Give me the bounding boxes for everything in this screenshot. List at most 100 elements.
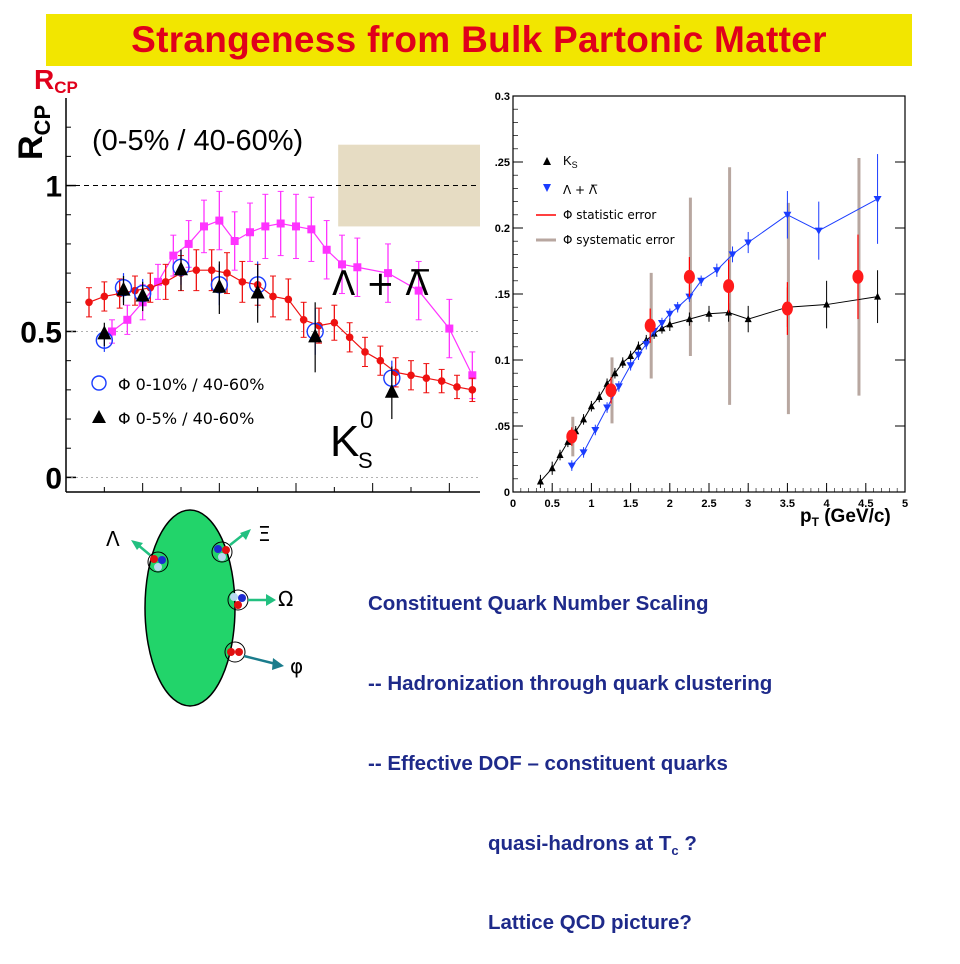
x-tick-label: 2 <box>667 498 673 510</box>
data-point-dot <box>238 278 247 286</box>
text-block: Constituent Quark Number Scaling -- Hadr… <box>368 538 772 964</box>
data-point-square <box>384 269 392 278</box>
data-point-dot <box>345 333 354 342</box>
data-point-triangle <box>250 284 265 299</box>
data-point-inverted-triangle <box>673 304 682 312</box>
y-tick-label: .25 <box>495 157 510 169</box>
data-point-phi <box>723 279 735 294</box>
data-point-dot <box>453 383 461 391</box>
legend-label: Φ 0-5% / 40-60% <box>118 409 254 428</box>
data-point-inverted-triangle <box>783 211 792 219</box>
data-point-square <box>200 222 208 231</box>
data-point-inverted-triangle <box>642 341 651 349</box>
data-point-square <box>123 315 132 324</box>
series-line-Lambda <box>571 198 878 466</box>
k0s-label: K <box>330 417 359 466</box>
data-point-inverted-triangle <box>873 195 882 203</box>
data-point-inverted-triangle <box>603 404 612 412</box>
range-annotation: (0-5% / 40-60%) <box>92 125 303 157</box>
data-point-inverted-triangle <box>712 267 721 275</box>
quark-dot <box>154 563 162 571</box>
data-point-triangle <box>536 477 544 485</box>
data-point-dot <box>330 318 339 327</box>
data-point-square <box>353 263 362 272</box>
legend-label: Φ statistic error <box>563 208 656 222</box>
data-point-triangle <box>685 315 693 323</box>
x-tick-label: 3 <box>745 498 751 510</box>
phi-arrow <box>243 654 277 666</box>
data-point-triangle <box>212 278 227 293</box>
lambda-cluster-ring <box>147 551 169 573</box>
rcp-label-sub: CP <box>54 78 78 97</box>
data-point-phi <box>566 429 578 444</box>
page-title: Strangeness from Bulk Partonic Matter <box>131 19 827 60</box>
data-point-inverted-triangle <box>744 239 753 247</box>
data-point-inverted-triangle <box>665 310 674 318</box>
xi-arrowhead <box>240 529 251 540</box>
phi-cluster-ring <box>224 641 246 663</box>
data-point-square <box>338 260 346 269</box>
data-point-triangle <box>634 342 642 350</box>
data-point-triangle <box>619 358 627 366</box>
y-tick-label: 0.5 <box>20 316 62 349</box>
rcp-label: RCP <box>34 64 78 98</box>
data-point-square <box>261 222 270 231</box>
data-point-dot <box>299 316 308 324</box>
omega-arrowhead <box>266 594 276 606</box>
data-point-square <box>276 219 285 228</box>
data-point-phi <box>644 318 656 333</box>
x-tick-label: 1.5 <box>623 498 638 510</box>
quark-dot <box>214 545 222 553</box>
data-point-inverted-triangle <box>728 251 737 259</box>
data-point-square <box>445 324 454 333</box>
data-point-triangle <box>135 287 150 302</box>
data-point-triangle <box>556 451 564 459</box>
data-point-square <box>169 251 178 260</box>
data-point-dot <box>85 298 93 307</box>
data-point-triangle <box>580 415 588 423</box>
data-point-dot <box>407 371 415 380</box>
data-point-dot <box>468 386 477 394</box>
data-point-dot <box>207 266 216 274</box>
y-tick-label: .05 <box>495 421 510 433</box>
data-point-dot <box>161 278 170 286</box>
data-point-triangle <box>308 328 323 343</box>
data-point-triangle <box>744 315 752 323</box>
data-point-dot <box>192 266 201 274</box>
data-point-phi <box>605 383 617 398</box>
data-point-square <box>414 286 423 295</box>
x-tick-label: 2.5 <box>701 498 716 510</box>
y-axis-label: RCP <box>12 105 55 160</box>
text-line-indented: quasi-hadrons at Tc ? <box>368 831 772 858</box>
data-point-dot <box>100 292 109 301</box>
x-tick-label: 0 <box>510 498 516 510</box>
x-tick-label: 3.5 <box>780 498 795 510</box>
k0s-sup: 0 <box>360 407 373 434</box>
quark-coalescence-diagram: Λ Ξ Ωφ <box>106 509 303 707</box>
legend-label: Φ 0-10% / 40-60% <box>118 375 264 394</box>
data-point-inverted-triangle <box>685 293 694 301</box>
data-point-triangle <box>595 392 603 400</box>
data-point-inverted-triangle <box>697 277 706 285</box>
data-point-inverted-triangle <box>579 449 588 457</box>
y-tick-label: 0.3 <box>495 91 510 103</box>
lambda-label: Λ + Λ̅ <box>332 264 430 304</box>
x-tick-label: 0.5 <box>545 498 560 510</box>
x-tick-label: 1 <box>588 498 594 510</box>
data-point-square <box>246 228 254 237</box>
legend-open-circle-icon <box>91 375 107 391</box>
y-tick-label: 0 <box>45 462 62 495</box>
data-point-square <box>292 222 300 231</box>
quark-dot <box>227 648 235 656</box>
y-tick-label: 1 <box>45 171 62 204</box>
data-point-square <box>154 277 162 286</box>
data-point-triangle <box>548 464 556 472</box>
x-tick-label: 4.5 <box>858 498 873 510</box>
x-tick-label: 5 <box>902 498 908 510</box>
text-sub: c <box>671 842 679 858</box>
title-bar: Strangeness from Bulk Partonic Matter <box>46 14 912 66</box>
text-line: Constituent Quark Number Scaling <box>368 592 709 616</box>
data-point-triangle <box>97 325 112 340</box>
y-tick-label: .15 <box>495 289 510 301</box>
